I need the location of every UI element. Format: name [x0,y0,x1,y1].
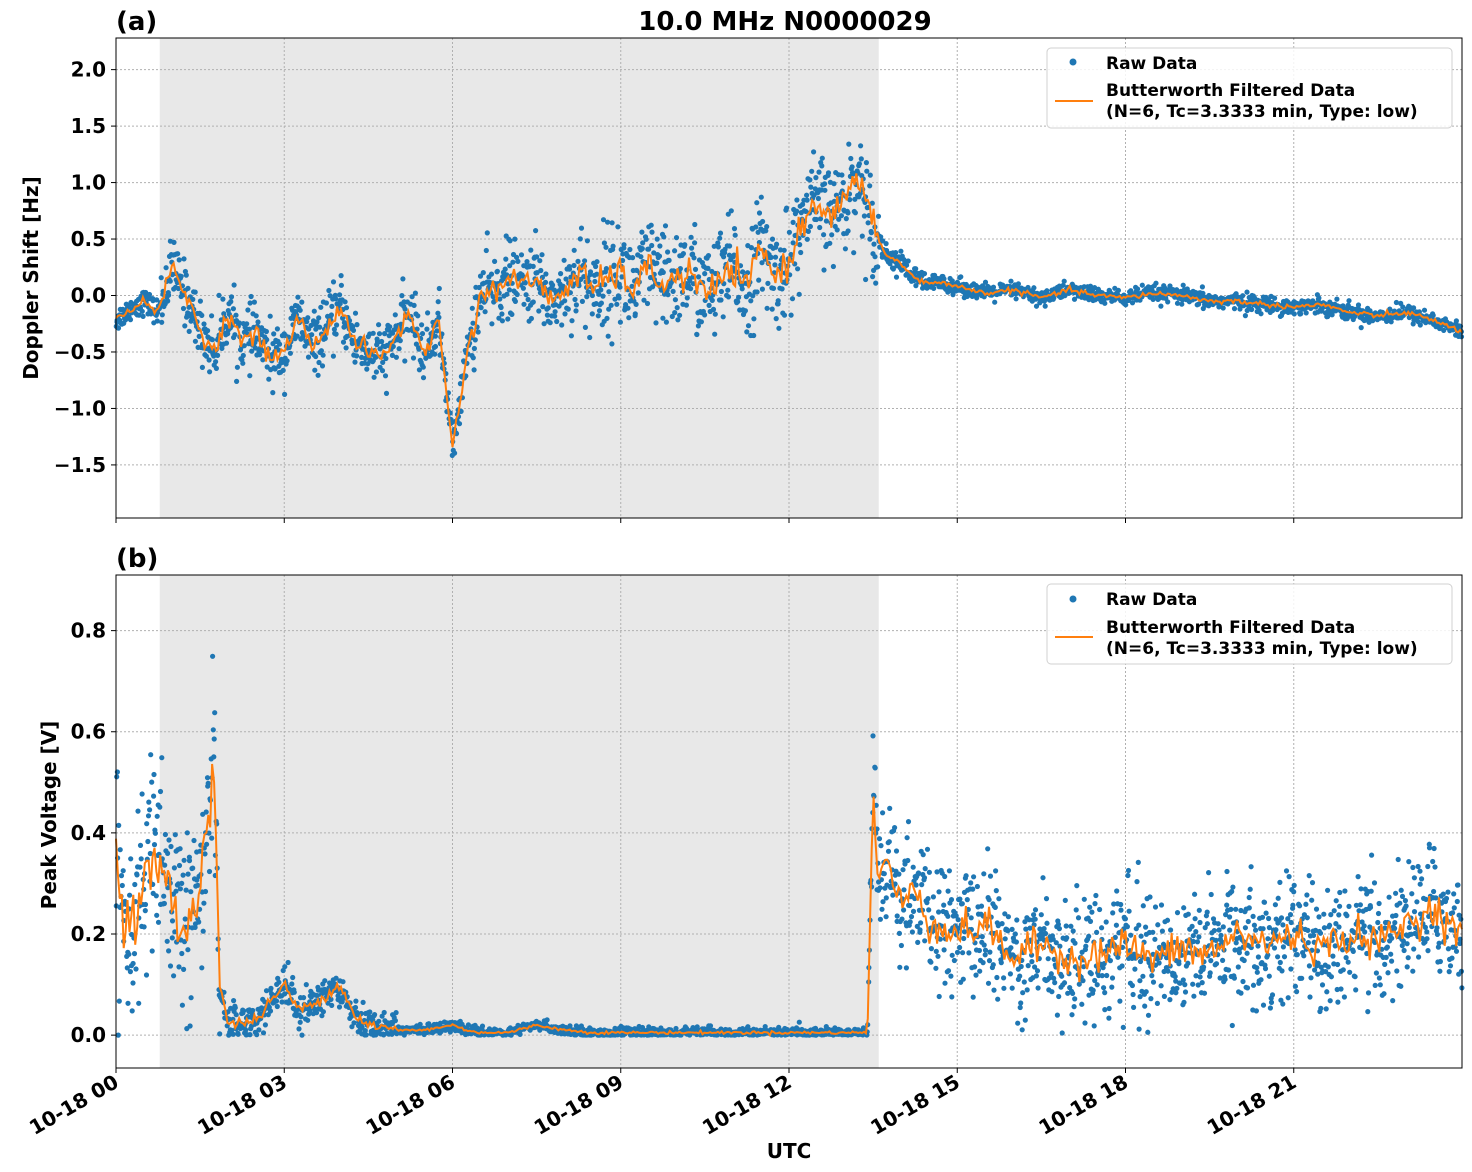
panel-b-xtick-label-0: 10-18 00 [25,1070,123,1140]
panel-a-ytick-label-7: −1.5 [54,453,106,477]
panel-b-xtick-label-2: 10-18 06 [361,1070,459,1140]
panel-a: (a) 2.0 1.5 1.0 0.5 0.0 −0.5 −1.0 −1.5 Doppler … [19,7,1465,523]
figure-title: 10.0 MHz N0000029 [638,7,931,37]
panel-a-filtered-series [115,173,1463,448]
panel-b-legend-raw-label: Raw Data [1106,590,1197,610]
panel-b-x-ticks: 10-18 00 10-18 03 10-18 06 10-18 09 10-18 12… [25,1068,1300,1140]
panel-a-ylabel: Doppler Shift [Hz] [19,176,43,380]
panel-b-legend: Raw Data Butterworth Filtered Data (N=6,… [1046,583,1453,665]
panel-b-xtick-label-6: 10-18 18 [1034,1070,1132,1140]
panel-a-label: (a) [116,7,157,37]
panel-b-xtick-label-1: 10-18 03 [193,1070,291,1140]
panel-a-ytick-label-6: −1.0 [54,396,106,420]
panel-b-shade-rect [159,575,879,1068]
panel-a-ytick-label-4: 0.0 [71,284,106,308]
panel-b: (b) 0.80.60.40.20.0 10-18 00 10-18 03 10-1… [25,544,1465,1163]
panel-a-legend-box [1046,47,1453,129]
panel-a-legend-filtered-label-2: (N=6, Tc=3.3333 min, Type: low) [1106,102,1418,122]
panel-a-ytick-label-0: 2.0 [71,58,106,82]
panel-a-raw-series [113,141,1465,458]
panel-b-filtered-series [115,763,1463,1037]
panel-b-legend-filtered-label-1: Butterworth Filtered Data [1106,618,1355,638]
panel-b-filtered-line [115,763,1463,1037]
panel-a-x-ticks [115,518,1295,523]
panel-b-xtick-label-7: 10-18 21 [1203,1070,1301,1140]
panel-b-xtick-label-5: 10-18 15 [866,1070,964,1140]
panel-b-xtick-label-3: 10-18 09 [530,1070,628,1140]
panel-b-shaded-region [159,575,879,1068]
panel-a-y-ticks: 2.0 1.5 1.0 0.5 0.0 −0.5 −1.0 −1.5 [54,58,116,477]
panel-b-ytick-label-1: 0.6 [71,720,106,744]
panel-b-y-ticks: 0.8 0.6 0.4 0.2 0.0 [71,619,116,1047]
panel-b-ylabel: Peak Voltage [V] [37,721,61,910]
panel-a-legend-raw-marker [1069,58,1077,66]
panel-b-legend-box [1046,583,1453,665]
panel-a-ytick-label-2: 1.0 [71,171,106,195]
panel-a-legend: Raw Data Butterworth Filtered Data (N=6,… [1046,47,1453,129]
panel-b-legend-filtered-label-2: (N=6, Tc=3.3333 min, Type: low) [1106,639,1418,659]
panel-b-xtick-label-4: 10-18 12 [698,1070,796,1140]
panel-a-ytick-label-1: 1.5 [71,114,106,138]
panel-b-grid [115,575,1462,1068]
panel-b-legend-raw-marker [1069,595,1077,603]
panel-a-raw-points [113,141,1465,458]
panel-a-ytick-label-3: 0.5 [71,227,106,251]
x-axis-label: UTC [767,1139,812,1163]
panel-a-filtered-line [115,173,1463,448]
panel-b-ytick-label-2: 0.4 [71,821,106,845]
panel-b-ytick-label-4: 0.0 [71,1023,106,1047]
panel-a-legend-filtered-label-1: Butterworth Filtered Data [1106,81,1355,101]
panel-a-ytick-label-5: −0.5 [54,340,106,364]
panel-a-legend-raw-label: Raw Data [1106,54,1197,74]
panel-b-ytick-label-0: 0.8 [71,619,106,643]
panel-b-label: (b) [116,544,158,574]
panel-b-ytick-label-3: 0.2 [71,922,106,946]
